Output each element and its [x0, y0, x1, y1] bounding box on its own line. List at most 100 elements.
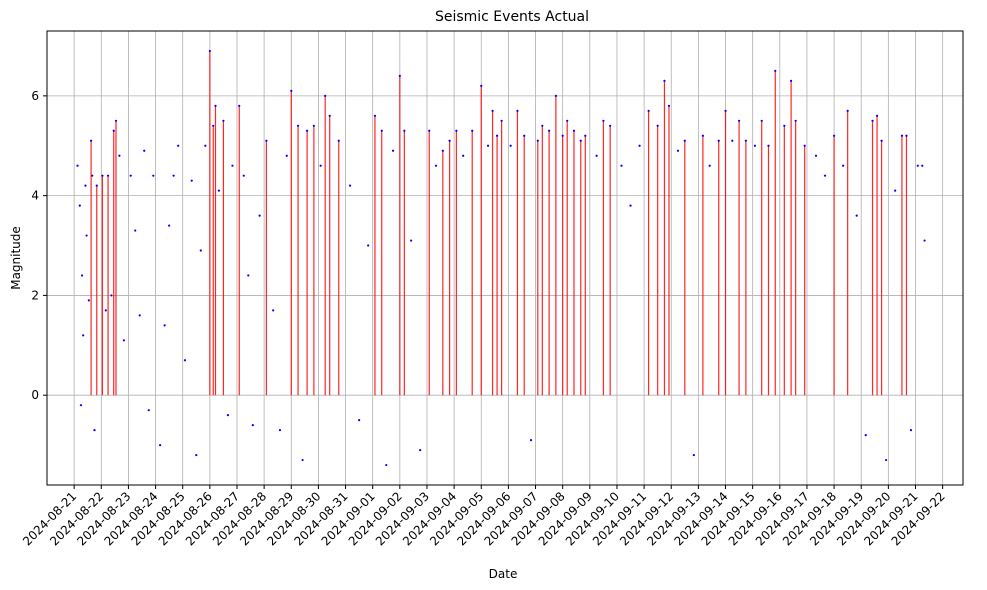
data-point — [95, 184, 98, 187]
data-point — [91, 174, 94, 177]
y-tick-label: 0 — [31, 388, 39, 402]
data-point — [380, 129, 383, 132]
data-point — [118, 154, 121, 157]
data-point — [163, 324, 166, 327]
data-point — [214, 104, 217, 107]
data-point — [319, 164, 322, 167]
data-point — [647, 109, 650, 112]
data-point — [871, 119, 874, 122]
data-point — [152, 174, 155, 177]
data-point — [667, 104, 671, 107]
data-point — [455, 129, 458, 132]
data-point — [238, 104, 241, 107]
data-point — [495, 134, 499, 137]
y-tick-label: 4 — [31, 189, 39, 203]
data-point — [536, 139, 539, 142]
data-point — [403, 129, 406, 132]
data-point — [566, 119, 569, 122]
data-point — [894, 189, 897, 192]
data-point — [434, 164, 438, 167]
data-point — [305, 129, 309, 132]
data-point — [251, 424, 254, 427]
data-point — [242, 174, 245, 177]
data-point — [737, 119, 741, 122]
data-point — [602, 119, 605, 122]
data-point — [724, 109, 727, 112]
data-point — [441, 149, 444, 152]
data-point — [85, 234, 88, 237]
data-point — [923, 239, 926, 242]
data-point — [864, 434, 867, 437]
data-point — [231, 164, 234, 167]
data-point — [486, 144, 490, 147]
data-point — [78, 204, 81, 207]
data-point — [846, 109, 849, 112]
data-point — [579, 139, 582, 142]
data-point — [138, 314, 141, 317]
data-point — [880, 139, 883, 142]
data-point — [905, 134, 908, 137]
data-point — [491, 109, 494, 112]
data-point — [548, 129, 551, 132]
data-point — [814, 154, 818, 157]
data-point — [195, 453, 198, 457]
data-point — [885, 458, 888, 462]
data-point — [663, 79, 666, 82]
data-point — [767, 144, 770, 147]
data-point — [208, 49, 211, 53]
data-point — [708, 164, 711, 167]
data-point — [168, 224, 171, 227]
data-point — [656, 124, 659, 127]
data-point — [90, 139, 93, 142]
data-point — [190, 179, 193, 182]
data-point — [122, 339, 125, 342]
data-point — [794, 119, 797, 122]
data-point — [247, 274, 250, 277]
data-point — [509, 144, 512, 147]
data-point — [112, 129, 115, 132]
data-point — [177, 144, 180, 147]
data-point — [842, 164, 845, 167]
data-point — [471, 129, 474, 132]
data-point — [278, 429, 282, 432]
data-point — [222, 119, 225, 122]
data-point — [158, 443, 162, 447]
data-point — [561, 134, 564, 137]
data-point — [348, 184, 352, 187]
data-point — [774, 69, 777, 73]
data-point — [609, 124, 612, 127]
data-point — [110, 294, 113, 297]
data-point — [199, 249, 202, 252]
data-point — [701, 134, 705, 137]
data-point — [584, 134, 587, 137]
data-point — [93, 429, 96, 432]
data-point — [76, 164, 79, 167]
data-point — [900, 134, 904, 137]
data-point — [462, 154, 465, 157]
x-axis-label: Date — [489, 567, 518, 581]
data-point — [324, 94, 327, 97]
data-point — [301, 458, 304, 462]
data-point — [629, 204, 632, 207]
data-point — [114, 119, 118, 122]
data-point — [921, 164, 924, 167]
data-point — [87, 299, 90, 302]
data-point — [172, 174, 175, 177]
y-axis-ticks: 0 2 4 6 — [31, 89, 47, 402]
data-point — [358, 419, 361, 422]
scatter-points — [76, 49, 926, 467]
data-point — [790, 79, 793, 82]
data-point — [82, 334, 85, 337]
data-point — [717, 139, 720, 142]
data-point — [541, 124, 544, 127]
data-point — [265, 139, 268, 142]
plot-frame — [46, 30, 964, 486]
data-point — [875, 114, 879, 117]
data-point — [79, 404, 83, 407]
data-point — [312, 124, 315, 127]
chart-title: Seismic Events Actual — [435, 9, 589, 25]
data-point — [523, 134, 526, 137]
data-point — [373, 114, 377, 117]
data-point — [516, 109, 519, 112]
data-point — [204, 144, 207, 147]
